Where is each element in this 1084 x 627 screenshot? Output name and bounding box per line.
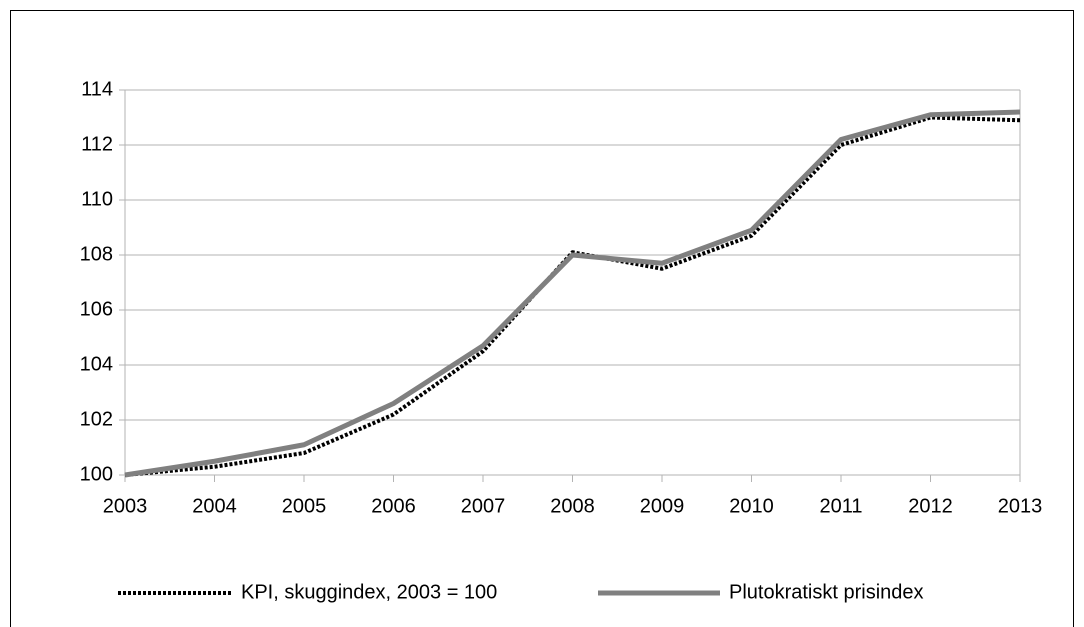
x-tick-label: 2003 — [103, 495, 148, 517]
legend-label: Plutokratiskt prisindex — [729, 581, 924, 603]
y-tick-label: 100 — [80, 463, 113, 485]
y-tick-label: 108 — [80, 243, 113, 265]
y-tick-label: 112 — [81, 133, 113, 155]
x-tick-label: 2007 — [461, 495, 506, 517]
x-tick-label: 2012 — [908, 495, 953, 517]
y-tick-label: 102 — [80, 408, 113, 430]
x-tick-label: 2005 — [282, 495, 327, 517]
chart-frame — [10, 10, 1074, 627]
y-tick-label: 110 — [81, 188, 113, 210]
x-tick-label: 2010 — [729, 495, 774, 517]
y-tick-label: 114 — [81, 78, 113, 100]
y-tick-label: 104 — [80, 353, 113, 375]
legend-label: KPI, skuggindex, 2003 = 100 — [241, 581, 497, 603]
x-tick-label: 2004 — [192, 495, 237, 517]
x-tick-label: 2006 — [371, 495, 416, 517]
series-line — [124, 115, 1021, 477]
y-tick-label: 106 — [80, 298, 113, 320]
x-tick-label: 2013 — [998, 495, 1043, 517]
series-line — [124, 109, 1021, 478]
x-tick-label: 2009 — [640, 495, 685, 517]
x-tick-label: 2011 — [819, 495, 862, 517]
x-tick-label: 2008 — [550, 495, 595, 517]
